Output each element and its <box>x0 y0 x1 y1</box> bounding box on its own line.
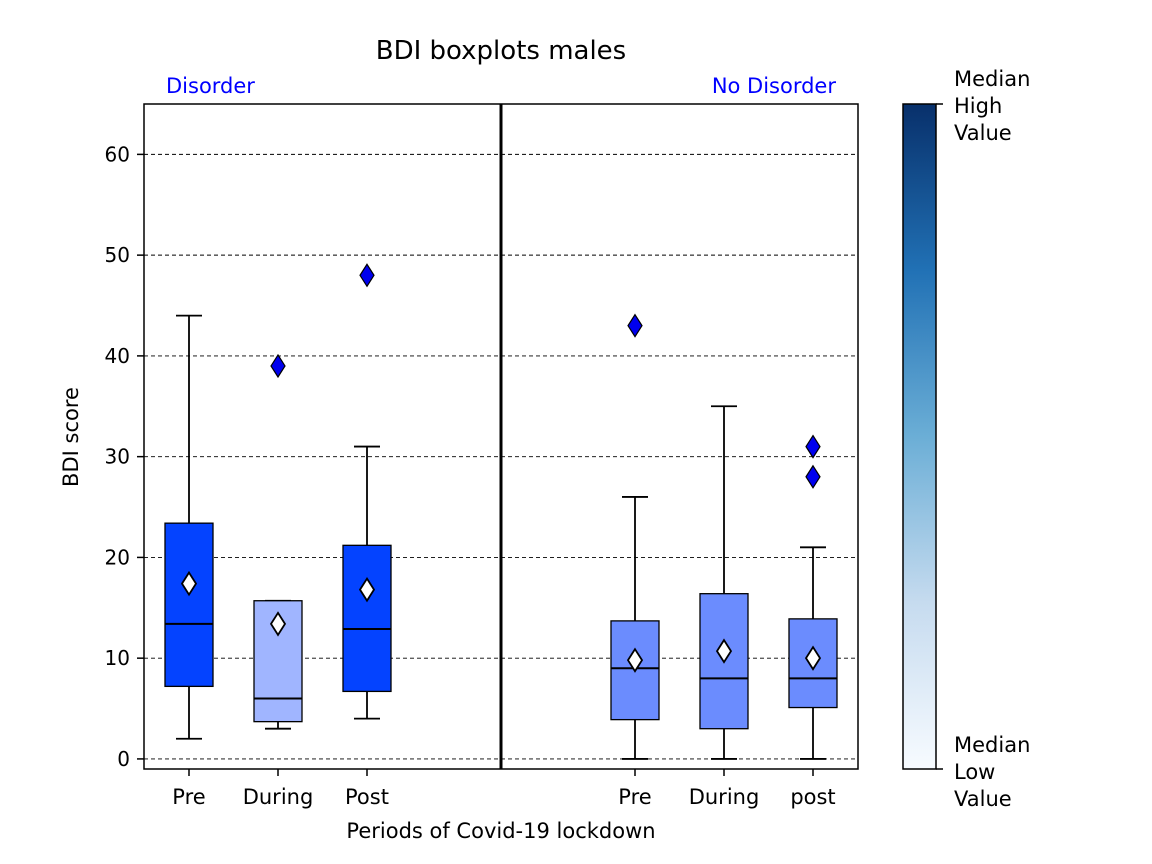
colorbar-label-line: Low <box>954 760 995 784</box>
chart-title: BDI boxplots males <box>376 36 626 66</box>
y-tick-label-60: 60 <box>105 142 130 166</box>
mean-marker <box>715 638 733 664</box>
y-axis-ticks: 0 10 20 30 40 50 60 <box>105 142 144 771</box>
colorbar-bottom-label: Median Low Value <box>954 733 1030 811</box>
mean-marker <box>804 645 822 671</box>
colorbar-label-line: Median <box>954 67 1030 91</box>
outlier-marker-0 <box>359 263 375 288</box>
box-1-1 <box>699 405 749 760</box>
outlier-marker-0 <box>270 353 286 379</box>
mean-marker <box>180 570 198 597</box>
x-tick-label-1-2: post <box>790 785 835 809</box>
x-axis-label: Periods of Covid-19 lockdown <box>346 819 655 843</box>
box-1-2 <box>788 434 838 760</box>
x-tick-label-1-0: Pre <box>618 785 651 809</box>
y-tick-label-0: 0 <box>117 747 130 771</box>
y-tick-label-40: 40 <box>105 344 130 368</box>
x-tick-label-0-0: Pre <box>172 785 205 809</box>
outlier-marker-1 <box>805 434 821 459</box>
box-0-0 <box>164 314 214 740</box>
colorbar-label-line: High <box>954 94 1002 118</box>
y-tick-label-20: 20 <box>105 545 130 569</box>
x-axis-ticks: Pre During Post Pre During post <box>172 769 836 809</box>
box-body <box>342 544 392 693</box>
x-tick-label-0-1: During <box>243 785 314 809</box>
boxes <box>164 263 838 760</box>
mean-marker <box>626 647 644 673</box>
mean-marker <box>269 611 287 637</box>
mean-marker <box>358 576 376 603</box>
plot-frame <box>143 103 859 770</box>
colorbar-top-label: Median High Value <box>954 67 1030 145</box>
outlier-marker-0 <box>805 464 821 489</box>
colorbar <box>902 103 937 770</box>
box-0-1 <box>253 353 303 730</box>
y-tick-label-10: 10 <box>105 646 130 670</box>
colorbar-label-line: Value <box>954 121 1012 145</box>
box-1-0 <box>610 313 660 760</box>
y-tick-label-50: 50 <box>105 243 130 267</box>
y-axis-label: BDI score <box>59 387 83 487</box>
x-tick-label-1-1: During <box>689 785 760 809</box>
y-tick-label-30: 30 <box>105 445 130 469</box>
group-label-left: Disorder <box>166 74 255 98</box>
group-label-right: No Disorder <box>712 74 837 98</box>
colorbar-label-line: Median <box>954 733 1030 757</box>
box-body <box>164 522 214 688</box>
box-0-2 <box>342 263 392 720</box>
colorbar-label-line: Value <box>954 787 1012 811</box>
x-tick-label-0-2: Post <box>345 785 389 809</box>
outlier-marker-0 <box>627 313 643 338</box>
